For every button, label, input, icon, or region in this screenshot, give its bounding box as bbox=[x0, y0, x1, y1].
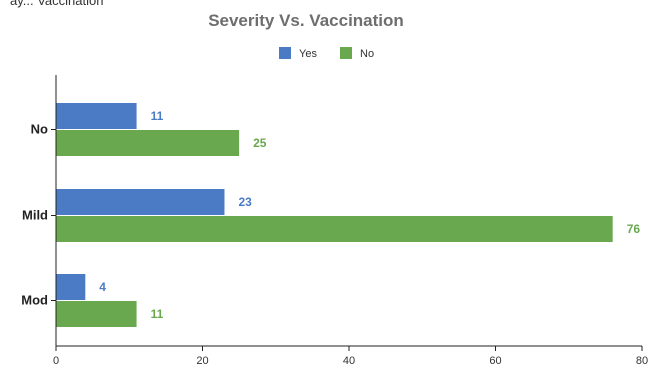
data-label-mild-no: 76 bbox=[627, 222, 641, 236]
bar-no-yes bbox=[56, 103, 137, 129]
category-label-no: No bbox=[31, 122, 48, 137]
data-label-mod-yes: 4 bbox=[99, 280, 106, 294]
x-tick-label-80: 80 bbox=[636, 355, 648, 367]
legend-label-yes: Yes bbox=[299, 48, 317, 60]
category-label-mild: Mild bbox=[22, 208, 48, 223]
legend-label-no: No bbox=[360, 48, 374, 60]
legend-swatch-yes bbox=[279, 47, 291, 59]
bar-mod-no bbox=[56, 301, 137, 327]
data-label-no-no: 25 bbox=[253, 136, 267, 150]
category-label-mod: Mod bbox=[21, 293, 48, 308]
axes-group: No Mild Mod 0 20 40 60 80 bbox=[21, 75, 648, 367]
x-tick-label-60: 60 bbox=[489, 355, 501, 367]
chart-title: Severity Vs. Vaccination bbox=[208, 11, 404, 30]
legend-swatch-no bbox=[340, 47, 352, 59]
data-label-no-yes: 11 bbox=[151, 109, 164, 123]
x-tick-label-0: 0 bbox=[53, 355, 59, 367]
bar-mod-yes bbox=[56, 274, 86, 300]
bar-no-no bbox=[56, 130, 240, 156]
x-tick-label-40: 40 bbox=[343, 355, 355, 367]
bar-mild-yes bbox=[56, 189, 225, 215]
chart-legend: Yes No bbox=[279, 47, 374, 60]
x-tick-label-20: 20 bbox=[196, 355, 208, 367]
data-label-mod-no: 11 bbox=[151, 307, 164, 321]
bar-mild-no bbox=[56, 216, 613, 242]
data-label-mild-yes: 23 bbox=[238, 195, 252, 209]
cropped-caption-text: ay... Vaccination bbox=[10, 0, 104, 8]
bars-group: 11 25 23 76 4 11 bbox=[56, 103, 640, 327]
